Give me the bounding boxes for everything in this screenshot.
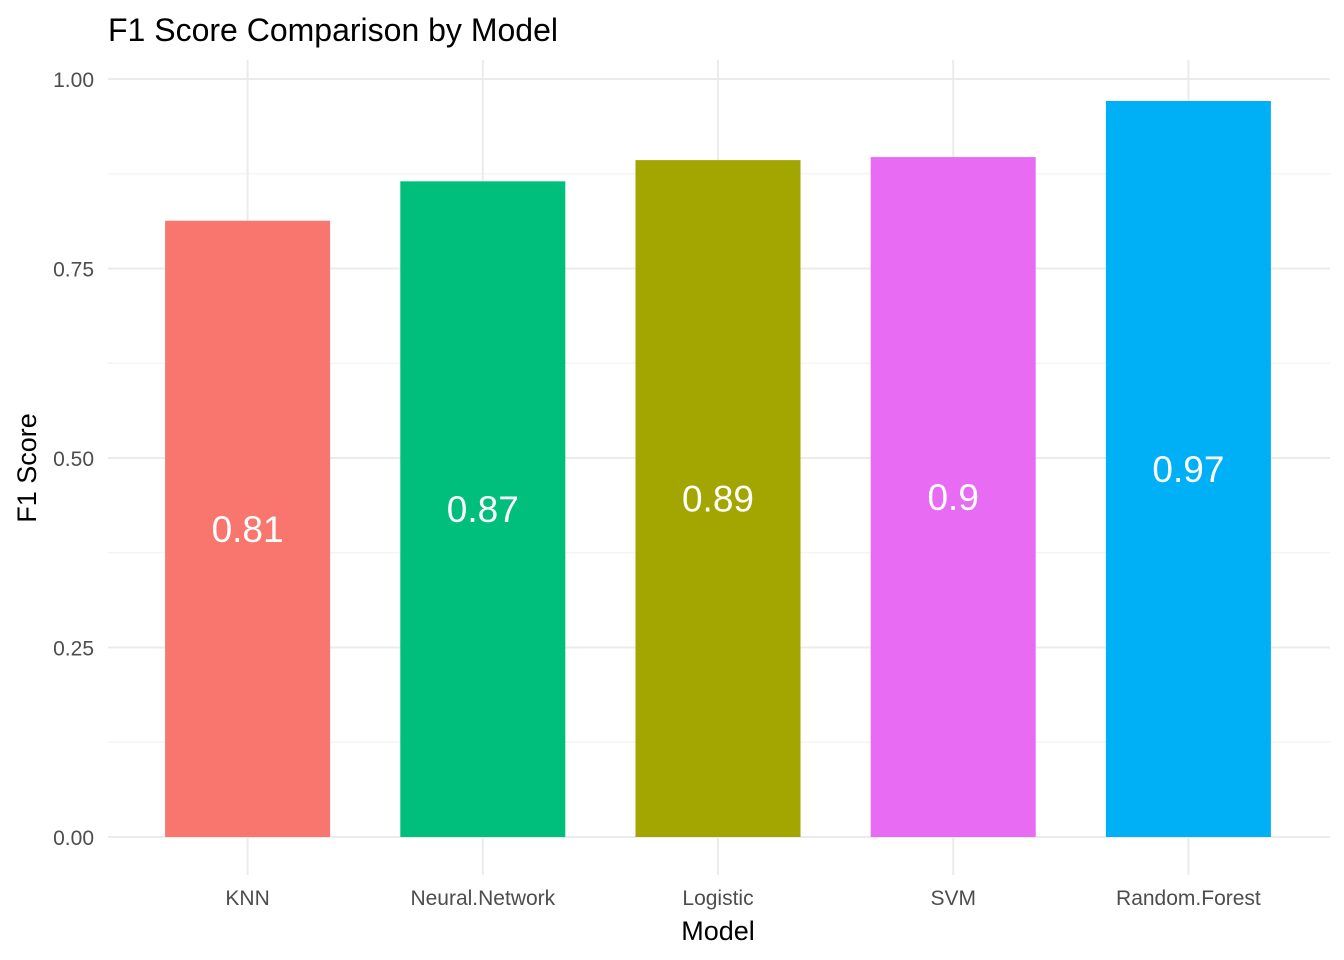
x-axis-title: Model — [681, 916, 755, 946]
y-tick-label: 0.75 — [53, 259, 94, 282]
bar-data-label: 0.9 — [927, 477, 978, 518]
x-axis-ticks: KNN Neural.Network Logistic SVM Random.Fores… — [225, 887, 1260, 910]
bar-data-label: 0.97 — [1152, 449, 1224, 490]
x-tick-label: Random.Forest — [1116, 887, 1261, 910]
bar-logistic — [635, 160, 801, 837]
x-tick-label: KNN — [225, 887, 269, 910]
bar-neural-network — [400, 181, 566, 837]
bars — [165, 100, 1271, 838]
x-tick-label: Neural.Network — [410, 887, 555, 910]
bar-data-label: 0.81 — [212, 509, 284, 550]
y-axis-ticks: 0.00 0.25 0.50 0.75 1.00 — [53, 69, 94, 850]
bar-svm — [870, 157, 1036, 838]
bar-knn — [165, 220, 331, 838]
bar-random-forest — [1105, 100, 1271, 838]
x-tick-label: SVM — [930, 887, 976, 910]
bar-data-label: 0.87 — [447, 489, 519, 530]
x-tick-label: Logistic — [682, 887, 753, 910]
y-tick-label: 0.00 — [53, 827, 94, 850]
y-tick-label: 0.25 — [53, 638, 94, 661]
bar-data-labels: 0.81 0.87 0.89 0.9 0.97 — [212, 449, 1225, 550]
y-tick-label: 1.00 — [53, 69, 94, 92]
chart-title: F1 Score Comparison by Model — [108, 12, 558, 48]
y-axis-title: F1 Score — [12, 413, 42, 523]
y-tick-label: 0.50 — [53, 448, 94, 471]
bar-data-label: 0.89 — [682, 479, 754, 520]
